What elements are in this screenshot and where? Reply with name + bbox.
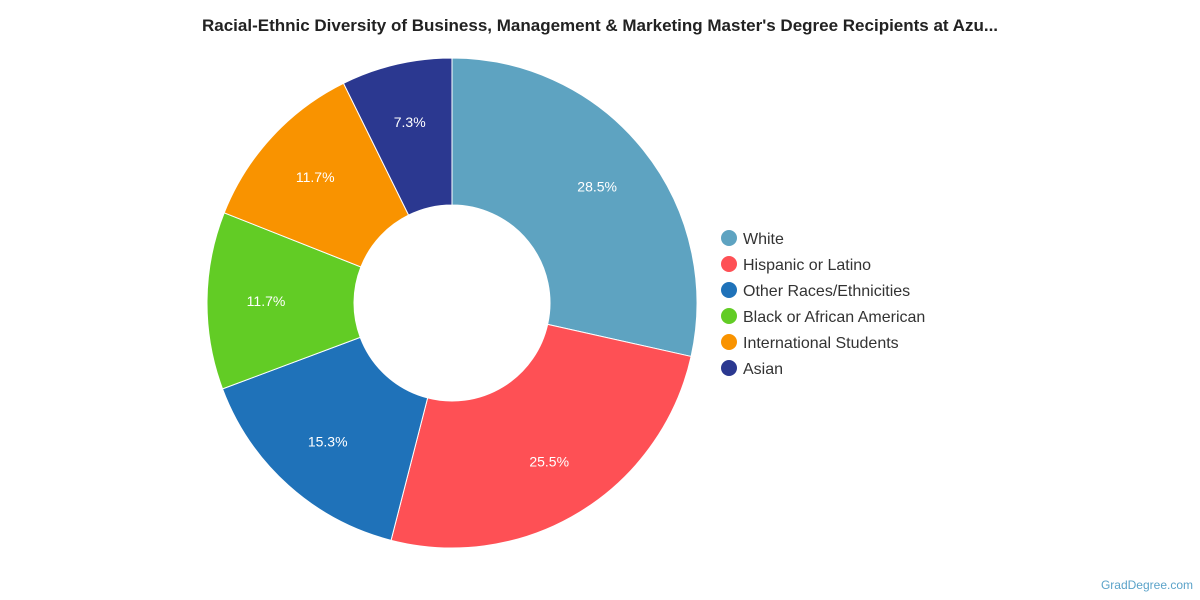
legend-label: Hispanic or Latino (743, 257, 871, 274)
slice-label-international-students: 11.7% (296, 169, 335, 185)
legend-item-black-or-african-american[interactable]: Black or African American (721, 308, 925, 326)
legend-item-other-races-ethnicities[interactable]: Other Races/Ethnicities (721, 282, 910, 300)
slice-asian[interactable] (342, 57, 453, 216)
legend-marker (721, 360, 737, 376)
slice-international-students[interactable] (223, 82, 410, 268)
chart-title: Racial-Ethnic Diversity of Business, Man… (201, 16, 999, 35)
slices-group (206, 57, 698, 549)
legend-item-asian[interactable]: Asian (721, 360, 783, 378)
slice-labels-group: 28.5% 25.5% 15.3% 11.7% 11.7% 7.3% (247, 114, 617, 470)
legend-marker (721, 308, 737, 324)
slice-label-asian: 7.3% (394, 114, 426, 130)
legend: White Hispanic or Latino Other Races/Ethni… (721, 230, 925, 378)
watermark[interactable]: GradDegree.com (1100, 578, 1193, 592)
slice-black-or-african-american[interactable] (206, 212, 362, 390)
legend-label: International Students (743, 335, 899, 352)
slice-hispanic-or-latino[interactable] (390, 323, 692, 549)
slice-other-races-ethnicities[interactable] (221, 336, 429, 541)
legend-label: Other Races/Ethnicities (743, 283, 910, 300)
legend-label: Black or African American (743, 309, 925, 326)
slice-label-black-or-african-american: 11.7% (247, 293, 286, 309)
legend-marker (721, 230, 737, 246)
slice-label-hispanic-or-latino: 25.5% (529, 454, 569, 470)
legend-label: White (743, 231, 784, 248)
legend-item-white[interactable]: White (721, 230, 784, 248)
slice-white[interactable] (451, 57, 698, 358)
slice-label-other-races-ethnicities: 15.3% (308, 433, 348, 449)
legend-label: Asian (743, 361, 783, 378)
legend-item-international-students[interactable]: International Students (721, 334, 899, 352)
slice-label-white: 28.5% (577, 179, 617, 195)
legend-marker (721, 334, 737, 350)
legend-item-hispanic-or-latino[interactable]: Hispanic or Latino (721, 256, 871, 274)
legend-marker (721, 256, 737, 272)
legend-marker (721, 282, 737, 298)
